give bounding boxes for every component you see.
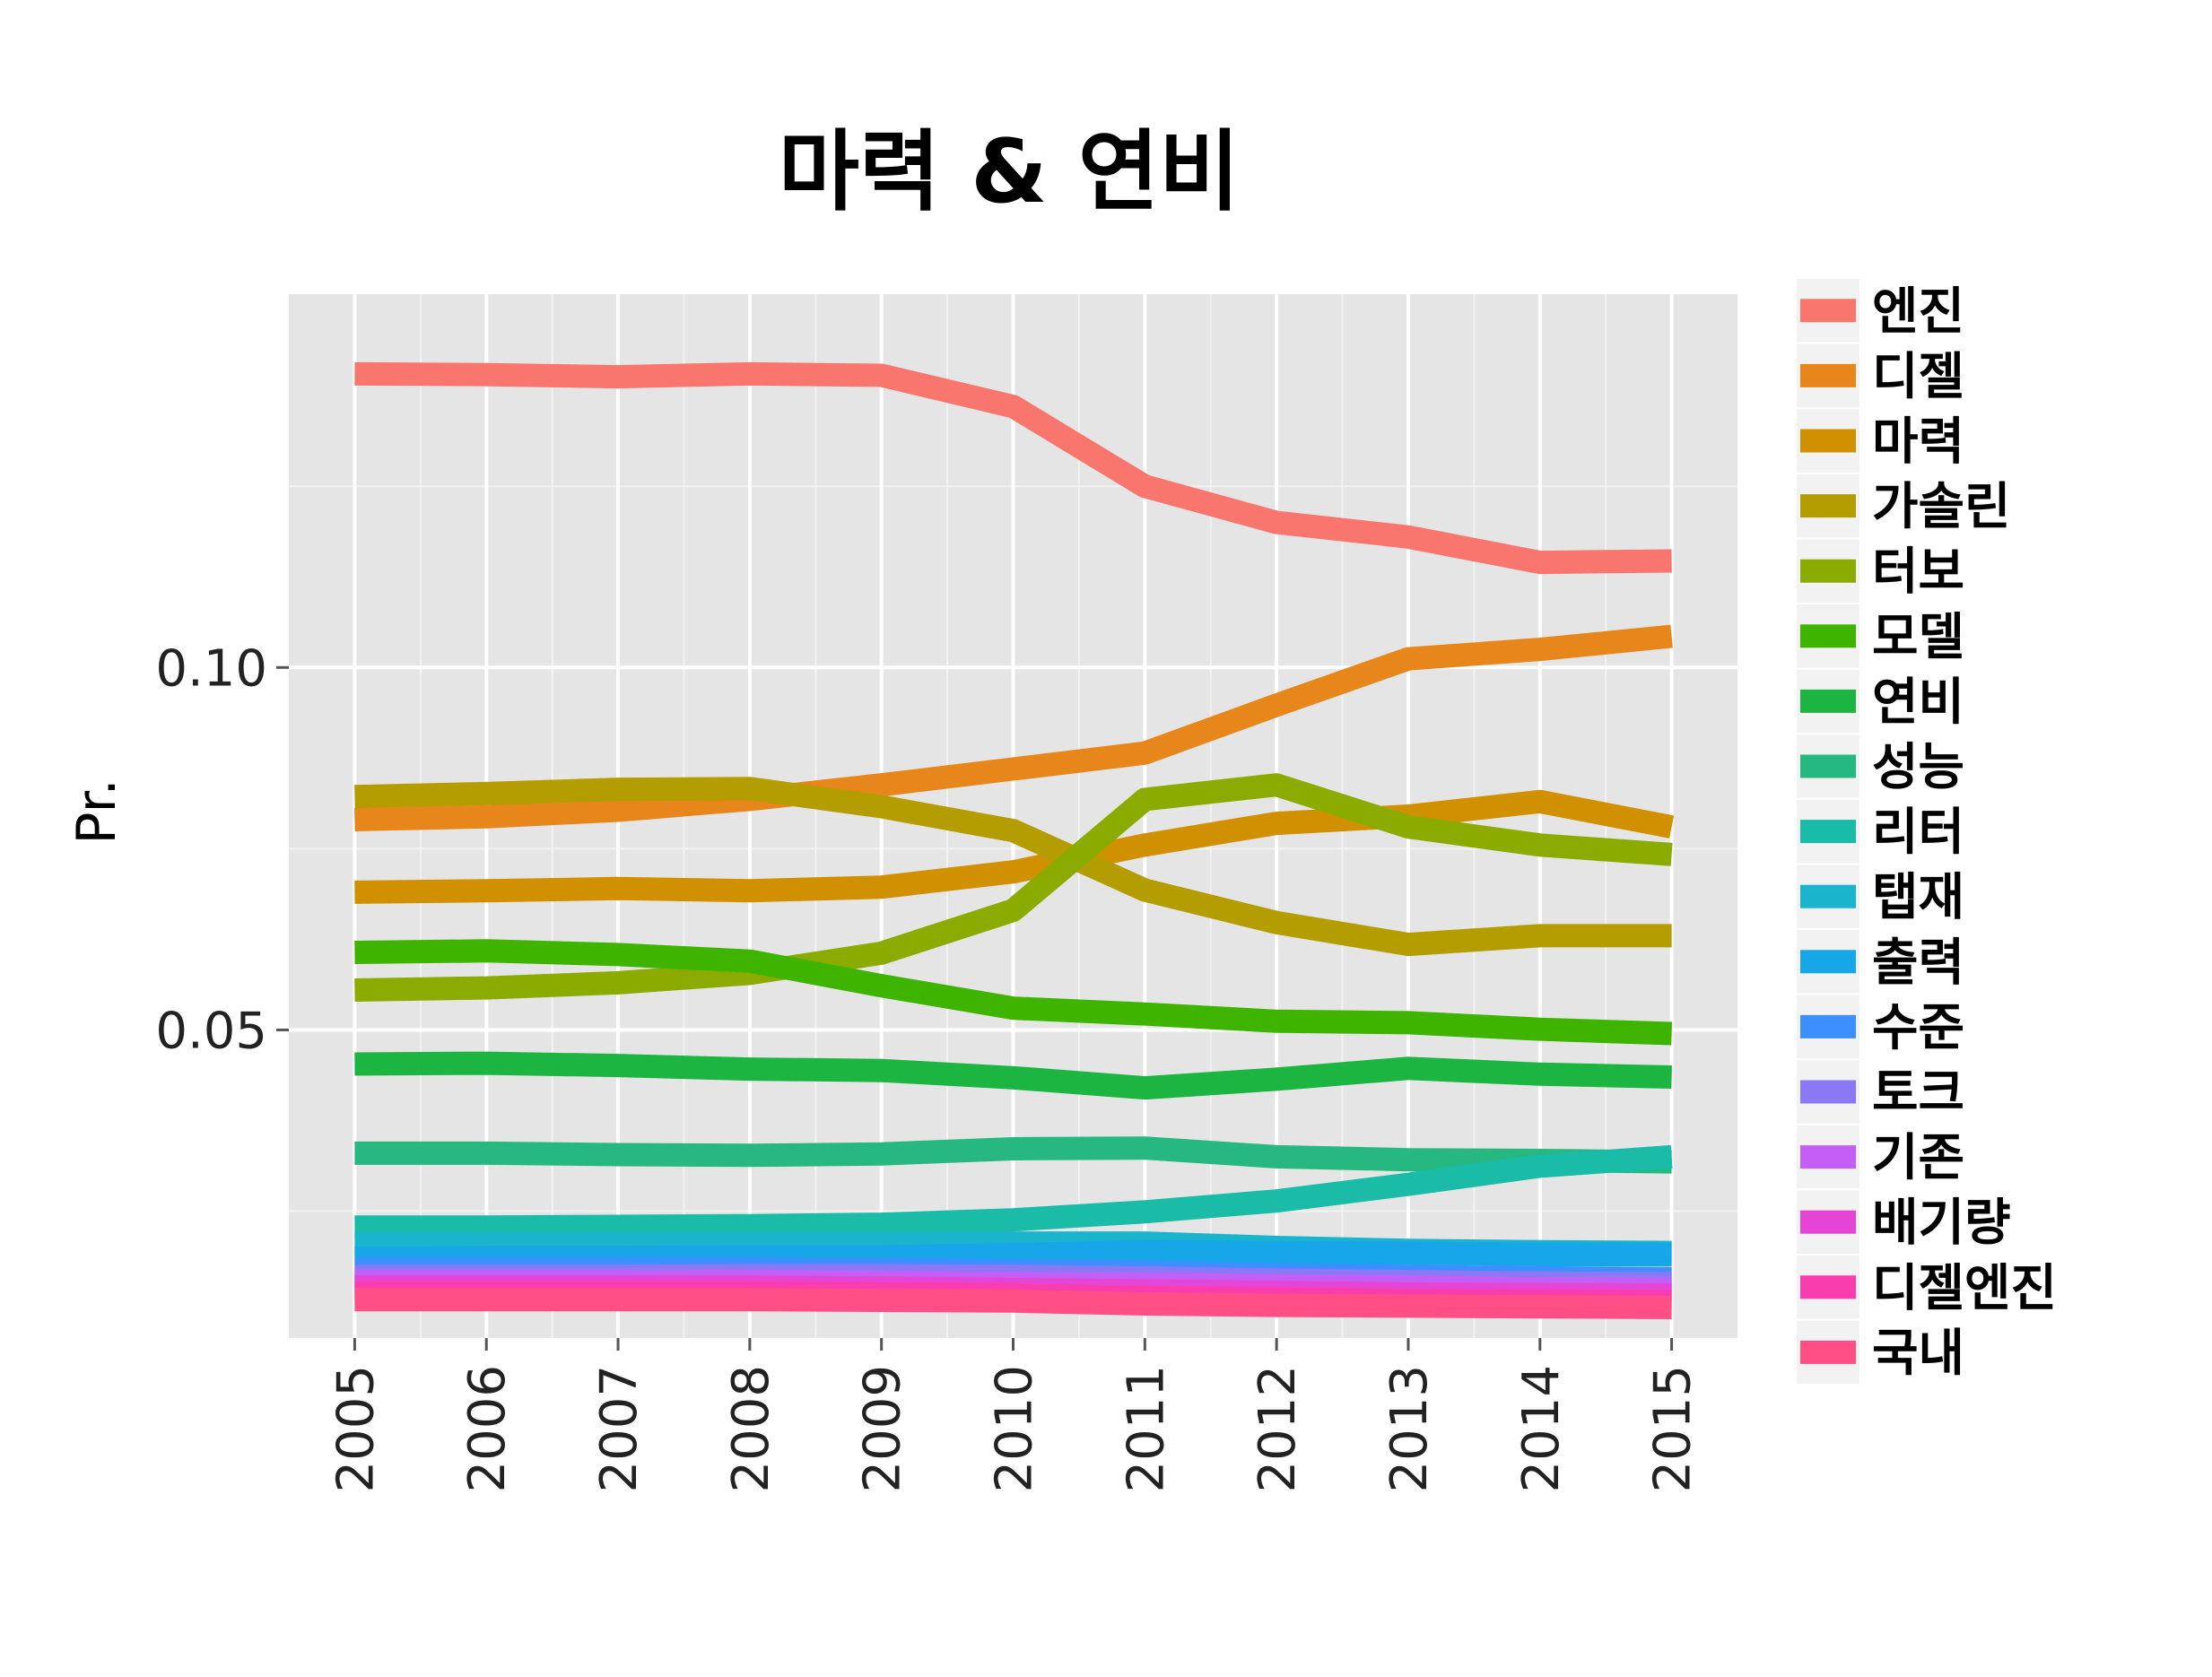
legend-swatch [1800,560,1856,583]
legend-swatch [1800,1015,1856,1038]
x-tick-label: 2012 [1249,1365,1307,1493]
chart-title: 마력 & 연비 [779,121,1240,223]
legend-swatch [1800,430,1856,453]
legend-swatch [1800,885,1856,908]
legend-swatch [1800,1341,1856,1364]
legend-label: 기존 [1872,1129,1964,1187]
legend-label: 디젤엔진 [1872,1259,2057,1317]
x-tick-label: 2005 [327,1365,385,1493]
legend-label: 국내 [1872,1325,1964,1383]
legend-swatch [1800,755,1856,778]
legend-swatch [1800,1211,1856,1234]
series-line-16 [354,1299,1671,1308]
x-tick-label: 2008 [722,1365,780,1493]
legend-swatch [1800,1081,1856,1104]
legend-label: 엔진 [1872,282,1964,341]
x-tick-label: 2013 [1380,1365,1439,1493]
legend-swatch [1800,624,1856,647]
legend-swatch [1800,1145,1856,1169]
legend-swatch [1800,494,1856,517]
legend-label: 모델 [1872,608,1964,666]
legend-swatch [1800,820,1856,843]
legend-swatch [1800,1275,1856,1299]
series-line-7 [354,1148,1671,1161]
legend-label: 마력 [1872,413,1964,472]
legend-label: 디젤 [1872,348,1964,406]
x-tick-label: 2014 [1512,1365,1571,1493]
legend-label: 탭재 [1872,869,1964,927]
legend-label: 가솔린 [1872,478,2011,536]
x-tick-label: 2009 [854,1365,912,1493]
legend-swatch [1800,364,1856,387]
legend-swatch [1800,950,1856,973]
legend-label: 리터 [1872,804,1964,862]
y-tick-label: 0.05 [155,1002,267,1060]
x-tick-label: 2015 [1644,1365,1703,1493]
legend-label: 연비 [1872,673,1964,732]
y-tick-label: 0.10 [155,639,267,698]
plot-panel [289,294,1737,1338]
legend-label: 배기량 [1872,1195,2011,1253]
legend-label: 성능 [1872,739,1964,797]
legend-swatch [1800,299,1856,322]
legend-label: 터보 [1872,543,1964,602]
legend-swatch [1800,690,1856,713]
x-tick-label: 2011 [1117,1365,1175,1493]
legend-label: 출력 [1872,934,1964,992]
x-axis: 2005 2006 2007 2008 2009 2010 2011 2012 2013 2014… [327,1338,1702,1493]
x-tick-label: 2010 [986,1365,1044,1493]
legend-label: 수준 [1872,999,1964,1057]
x-tick-label: 2007 [590,1365,649,1493]
y-axis-label: Pr. [65,778,128,844]
legend-label: 토크 [1872,1064,1964,1123]
y-axis: 0.05 0.10 [155,639,289,1060]
series-line-10 [354,1252,1671,1258]
x-tick-label: 2006 [458,1365,517,1493]
